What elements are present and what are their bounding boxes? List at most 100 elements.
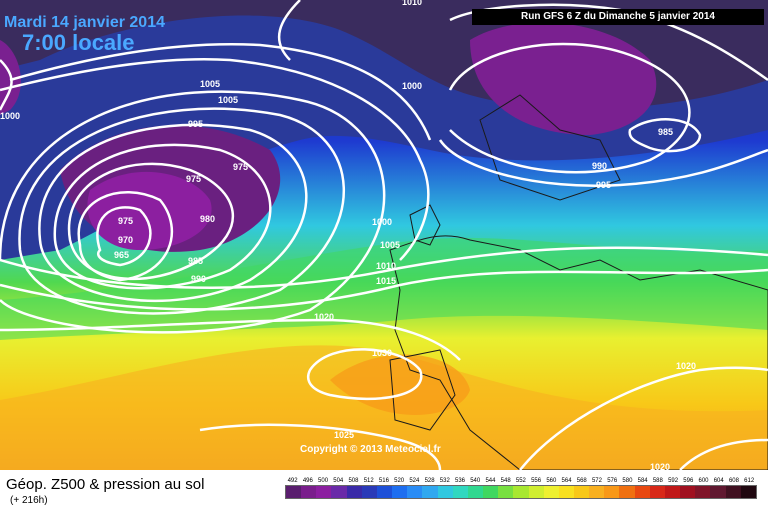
isobar-1020-se — [679, 438, 768, 470]
isobar-980 — [53, 143, 272, 290]
isobar-label: 1010 — [376, 261, 396, 271]
isobar-1010 — [0, 246, 768, 289]
color-scale-swatch — [452, 486, 468, 498]
isobar-label: 990 — [191, 274, 206, 284]
color-scale-swatch — [498, 486, 514, 498]
isobar-label: 1010 — [402, 0, 422, 7]
low-pressure-inner-west — [87, 171, 212, 250]
color-scale-tick: 556 — [531, 478, 542, 484]
color-scale-swatch — [680, 486, 696, 498]
isobar-label: 1020 — [676, 361, 696, 371]
isobar-1005 — [9, 42, 432, 141]
color-scale-swatch — [664, 486, 681, 498]
color-scale-swatch — [710, 486, 726, 498]
color-scale-swatch — [573, 486, 590, 498]
color-scale-swatch — [467, 486, 484, 498]
color-scale-tick: 560 — [546, 478, 557, 484]
isobar-label: 1005 — [380, 240, 400, 250]
isobar-label: 970 — [118, 235, 133, 245]
isobar-1015 — [0, 268, 768, 311]
color-scale-tick: 532 — [439, 478, 450, 484]
isobar-965 — [96, 206, 152, 267]
color-scale-swatch — [301, 486, 317, 498]
color-scale-tick: 600 — [698, 478, 709, 484]
model-run-banner: Run GFS 6 Z du Dimanche 5 janvier 2014 — [472, 9, 764, 25]
isobar-990 — [18, 107, 345, 315]
color-scale-swatch — [725, 486, 741, 498]
color-scale-tick: 508 — [348, 478, 359, 484]
isobar-label: 1000 — [372, 217, 392, 227]
color-scale-tick: 544 — [485, 478, 496, 484]
color-scale-tick: 592 — [668, 478, 679, 484]
isobar-label: 985 — [658, 127, 673, 137]
color-scale-swatch — [483, 486, 499, 498]
color-scale-tick: 492 — [287, 478, 298, 484]
isobar-north-985 — [628, 118, 702, 153]
isobar-label: 975 — [186, 174, 201, 184]
isobar-label: 995 — [596, 180, 611, 190]
color-scale-swatch — [331, 486, 347, 498]
isobars — [0, 0, 768, 470]
isobar-label: 965 — [114, 250, 129, 260]
color-scale-tick: 500 — [318, 478, 329, 484]
color-scale-tick: 568 — [576, 478, 587, 484]
isobar-label: 1000 — [402, 81, 422, 91]
isobar-label: 990 — [592, 161, 607, 171]
isobar-label: 975 — [233, 162, 248, 172]
isobar-label: 995 — [188, 119, 203, 129]
isobar-label: 975 — [118, 216, 133, 226]
color-scale-swatch — [604, 486, 620, 498]
color-scale-swatch — [316, 486, 332, 498]
color-scale-tick: 580 — [622, 478, 633, 484]
isobar-1000 — [0, 57, 430, 261]
isobar-label: 1025 — [334, 430, 354, 440]
isobar-label: 985 — [188, 256, 203, 266]
color-scale-tick: 572 — [591, 478, 602, 484]
color-scale-swatch — [437, 486, 453, 498]
color-scale-swatch — [407, 486, 423, 498]
isobar-1020-east — [519, 366, 768, 470]
color-scale-tick: 512 — [363, 478, 374, 484]
isobar-edge-1000 — [0, 59, 13, 111]
isobar-label: 1020 — [650, 462, 670, 470]
isobar-985 — [38, 123, 308, 303]
color-scale-tick: 536 — [455, 478, 466, 484]
color-scale-tick: 516 — [378, 478, 389, 484]
isobar-label: 1005 — [218, 95, 238, 105]
color-scale-swatch — [649, 486, 665, 498]
isobar-labels: 1005 1010 1005 995 1000 975 975 980 975 … — [0, 0, 696, 470]
forecast-time: 7:00 locale — [22, 30, 135, 55]
color-scale-swatch — [619, 486, 635, 498]
color-scale-tick: 564 — [561, 478, 572, 484]
iberia-outline — [389, 349, 456, 431]
color-scale-swatch — [376, 486, 393, 498]
color-scale-tick: 588 — [652, 478, 663, 484]
isobar-label: 1000 — [0, 111, 20, 121]
legend-subtitle: (+ 216h) — [10, 495, 48, 506]
color-scale-tick: 540 — [470, 478, 481, 484]
isobar-995 — [0, 90, 386, 334]
forecast-date: Mardi 14 janvier 2014 — [4, 14, 165, 31]
weather-map: 1005 1010 1005 995 1000 975 975 980 975 … — [0, 0, 768, 470]
map-svg: 1005 1010 1005 995 1000 975 975 980 975 … — [0, 0, 768, 470]
color-scale-swatch — [346, 486, 362, 498]
isobar-975 — [67, 162, 235, 281]
color-scale-swatch — [589, 486, 605, 498]
color-scale-swatch — [392, 486, 408, 498]
color-scale-swatch — [513, 486, 529, 498]
color-scale-tick: 504 — [333, 478, 344, 484]
color-scale-tick: 576 — [607, 478, 618, 484]
copyright-text: Copyright © 2013 Meteociel.fr — [300, 444, 441, 455]
isobar-1020 — [0, 318, 461, 361]
color-scale-tick: 528 — [424, 478, 435, 484]
scandinavia-outline — [479, 94, 621, 201]
color-scale-tick: 596 — [683, 478, 694, 484]
isobar-label: 1030 — [372, 348, 392, 358]
low-pressure-core-north — [470, 22, 657, 135]
color-scale-tick: 520 — [394, 478, 405, 484]
color-scale-swatch — [695, 486, 711, 498]
isobar-label: 1020 — [314, 312, 334, 322]
color-scale-swatch — [286, 486, 302, 498]
color-scale-tick: 584 — [637, 478, 648, 484]
color-scale-tick: 524 — [409, 478, 420, 484]
